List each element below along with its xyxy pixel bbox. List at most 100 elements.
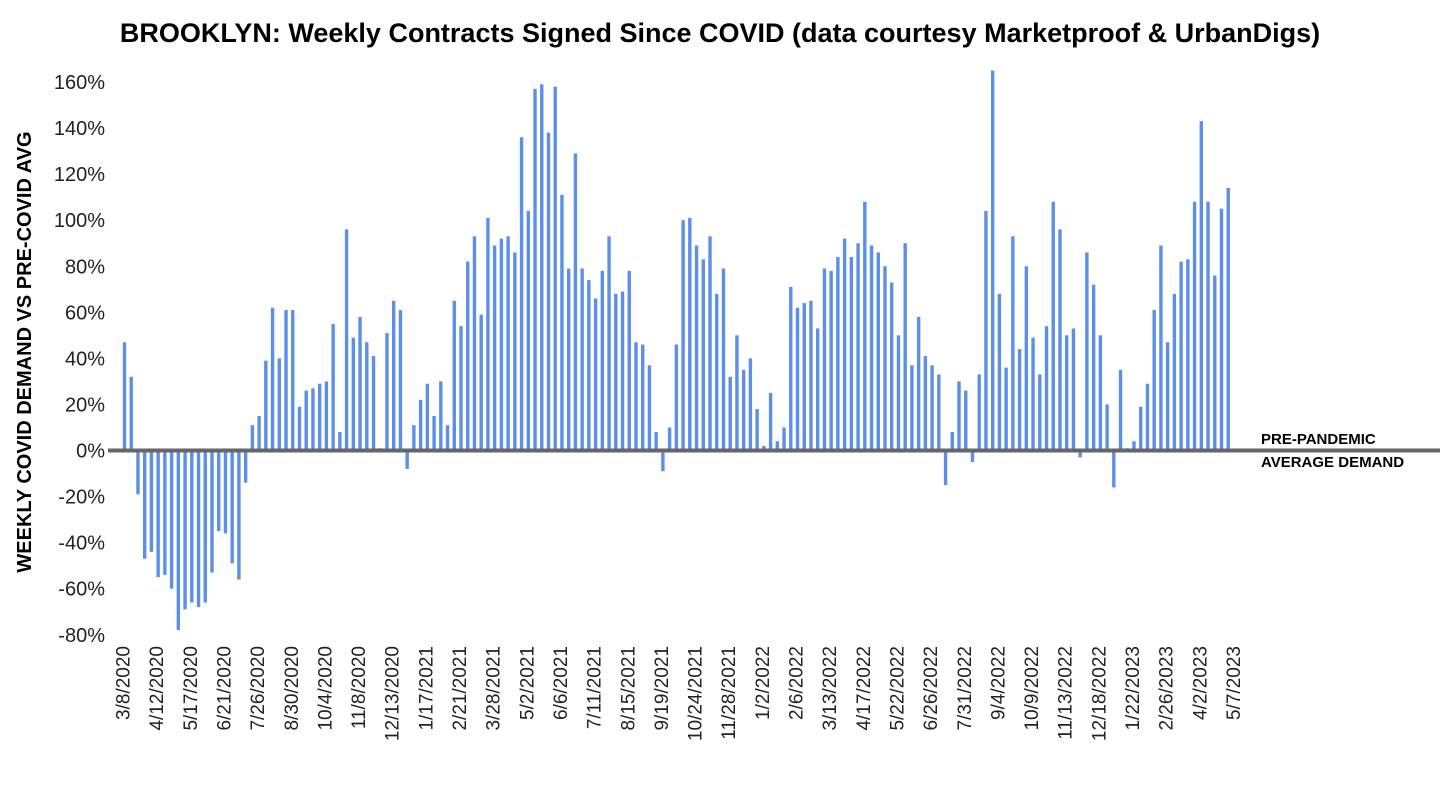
bar [566, 268, 571, 451]
bar [176, 450, 181, 631]
x-tick-label: 11/28/2021 [719, 646, 740, 740]
bar [688, 217, 692, 451]
y-tick-label: -20% [58, 487, 105, 509]
bar [654, 432, 658, 451]
bar [297, 406, 302, 451]
bar [748, 358, 753, 451]
bar [432, 415, 436, 451]
bar [984, 210, 988, 451]
x-tick-label: 6/21/2020 [214, 646, 235, 731]
bar [405, 450, 409, 469]
bar [1071, 328, 1076, 451]
bar [1213, 275, 1217, 451]
bar [1165, 342, 1170, 451]
bar [970, 450, 975, 463]
bar [641, 344, 645, 451]
bar [1058, 229, 1062, 451]
bar [506, 236, 510, 451]
bar [398, 310, 403, 451]
x-tick-label: 11/8/2020 [349, 646, 370, 729]
bar [291, 310, 295, 451]
bar [169, 450, 174, 589]
bar [856, 243, 860, 451]
x-tick-label: 9/19/2021 [652, 646, 673, 731]
bars [122, 70, 1230, 631]
bar [203, 450, 207, 603]
bar [553, 86, 557, 451]
bar [317, 383, 322, 451]
x-tick-label: 1/22/2023 [1123, 646, 1144, 731]
bar [223, 450, 228, 534]
bar [580, 268, 584, 451]
bar [365, 342, 369, 451]
bar [499, 238, 504, 451]
bar [210, 450, 214, 573]
bar [1051, 201, 1055, 451]
bar [243, 450, 248, 483]
bar [230, 450, 234, 564]
bar [896, 335, 901, 451]
bar [627, 270, 631, 451]
y-tick-label: 80% [65, 256, 105, 278]
y-tick-label: 40% [65, 348, 105, 370]
x-tick-label: 7/26/2020 [248, 646, 269, 731]
bar [829, 270, 833, 451]
x-tick-label: 12/13/2020 [383, 646, 404, 741]
bar [149, 450, 154, 552]
bar [600, 270, 605, 451]
bar [560, 194, 564, 451]
y-tick-label: 120% [54, 164, 105, 186]
x-tick-label: 3/13/2022 [820, 646, 841, 731]
bar [1172, 293, 1177, 451]
bar [930, 365, 934, 451]
bar [1206, 201, 1210, 451]
bar [916, 316, 921, 451]
bar [694, 245, 699, 451]
bar [190, 450, 194, 603]
bar [513, 252, 517, 451]
bar [351, 337, 356, 451]
bar [708, 236, 712, 451]
bar [768, 392, 773, 451]
bar [910, 365, 914, 451]
bar [156, 450, 160, 578]
bar [869, 245, 874, 451]
bar [647, 365, 652, 451]
y-tick-label: -40% [58, 533, 105, 555]
bar [674, 344, 679, 451]
x-tick-label: 4/2/2023 [1190, 646, 1211, 720]
bar [937, 374, 941, 451]
x-tick-label: 10/4/2020 [315, 646, 336, 731]
bar [526, 210, 530, 451]
bar [587, 280, 591, 451]
bar [163, 450, 167, 575]
bar [802, 303, 806, 451]
bar [412, 425, 416, 451]
bar [849, 257, 854, 451]
x-tick-label: 1/2/2022 [753, 646, 774, 720]
y-axis-label: WEEKLY COVID DEMAND VS PRE-COVID AVG [14, 131, 36, 572]
y-tick-label: 20% [65, 394, 105, 416]
bar [1078, 450, 1082, 458]
bar [250, 425, 255, 451]
bar [943, 450, 948, 486]
bar [1011, 236, 1015, 451]
bar [593, 298, 598, 451]
bar [661, 450, 665, 472]
bar [546, 132, 551, 451]
bar [392, 300, 396, 451]
bar [1145, 383, 1150, 451]
bar [1004, 367, 1008, 451]
baseline-label-line-2: AVERAGE DEMAND [1261, 454, 1404, 471]
x-tick-label: 9/4/2022 [988, 646, 1009, 720]
bar [957, 381, 961, 451]
x-tick-label: 1/17/2021 [416, 646, 437, 731]
bar [728, 376, 732, 451]
x-tick-label: 7/11/2021 [585, 646, 606, 729]
x-axis-ticks: 3/8/2020 4/12/2020 5/17/2020 6/21/2020 7/26/… [114, 646, 1245, 741]
chart-title: BROOKLYN: Weekly Contracts Signed Since … [119, 18, 1321, 48]
bar [815, 328, 820, 451]
bar [890, 282, 894, 451]
bar [836, 257, 840, 451]
bar [795, 307, 800, 451]
